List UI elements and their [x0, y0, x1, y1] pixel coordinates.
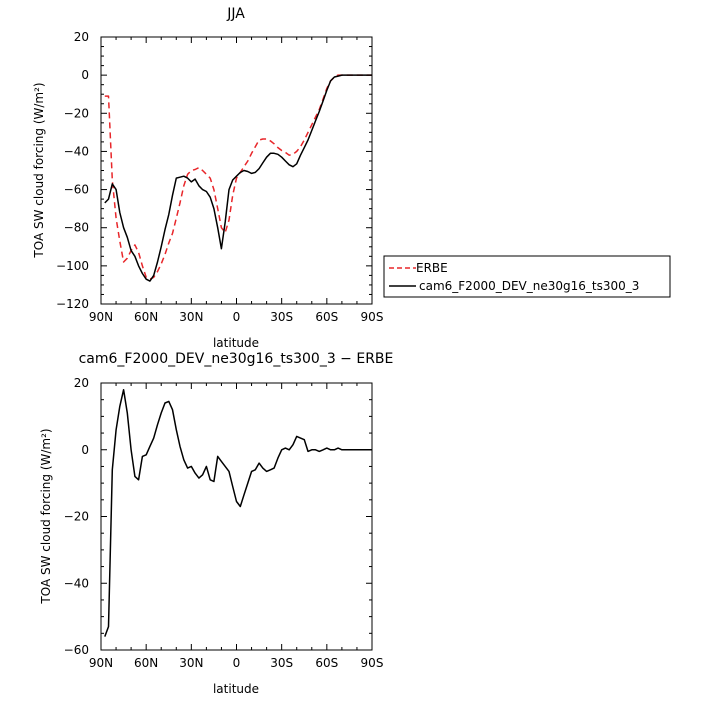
x-tick-label: 90N	[89, 656, 113, 670]
chart-top-xlabel: latitude	[213, 336, 259, 350]
chart-top-ylabel: TOA SW cloud forcing (W/m²)	[32, 82, 46, 258]
x-tick-label: 90S	[361, 310, 384, 324]
chart-top-title: JJA	[226, 6, 245, 22]
y-tick-label: −20	[64, 106, 89, 120]
x-tick-label: 60N	[134, 656, 158, 670]
legend-label-erbe: ERBE	[416, 261, 448, 275]
x-tick-label: 90S	[361, 656, 384, 670]
chart-bottom: cam6_F2000_DEV_ne30g16_ts300_3 − ERBE 90…	[39, 351, 393, 696]
x-tick-label: 30S	[270, 656, 293, 670]
chart-top-xtick-labels: 90N 60N 30N 0 30S 60S 90S	[89, 310, 384, 324]
y-tick-label: −100	[56, 259, 89, 273]
y-tick-label: −120	[56, 297, 89, 311]
y-tick-label: −20	[64, 510, 89, 524]
y-tick-label: −60	[64, 183, 89, 197]
legend-label-model: cam6_F2000_DEV_ne30g16_ts300_3	[419, 279, 639, 293]
chart-bottom-title: cam6_F2000_DEV_ne30g16_ts300_3 − ERBE	[79, 351, 394, 367]
chart-bottom-ylabel: TOA SW cloud forcing (W/m²)	[39, 428, 53, 604]
y-tick-label: 0	[81, 443, 89, 457]
series-line-erbe	[104, 74, 372, 280]
chart-top: JJA 90N 60N 30N 0 30S 60S 90S 20 0 −20 −40 −60 −80 −…	[32, 6, 383, 350]
legend-box	[383, 255, 671, 298]
chart-bottom-xlabel: latitude	[213, 682, 259, 696]
chart-bottom-ticks	[100, 382, 373, 651]
x-tick-label: 60S	[315, 310, 338, 324]
x-tick-label: 0	[233, 310, 241, 324]
x-tick-label: 30N	[179, 656, 203, 670]
y-tick-label: −80	[64, 221, 89, 235]
x-tick-label: 90N	[89, 310, 113, 324]
chart-bottom-series	[104, 388, 372, 637]
chart-bottom-ytick-labels: 20 0 −20 −40 −60	[64, 376, 89, 657]
y-tick-label: 20	[74, 376, 89, 390]
y-tick-label: −40	[64, 144, 89, 158]
y-tick-label: −60	[64, 643, 89, 657]
x-tick-label: 0	[233, 656, 241, 670]
y-tick-label: 20	[74, 30, 89, 44]
x-tick-label: 30N	[179, 310, 203, 324]
x-tick-label: 60S	[315, 656, 338, 670]
x-tick-label: 30S	[270, 310, 293, 324]
chart-bottom-frame	[100, 382, 373, 651]
chart-top-frame	[100, 36, 373, 305]
y-tick-label: −40	[64, 576, 89, 590]
x-tick-label: 60N	[134, 310, 158, 324]
chart-bottom-xtick-labels: 90N 60N 30N 0 30S 60S 90S	[89, 656, 384, 670]
y-tick-label: 0	[81, 68, 89, 82]
chart-top-series	[104, 74, 372, 282]
series-line-cam6-f2000-dev-ne30g16-ts300-3	[104, 74, 372, 282]
chart-top-ytick-labels: 20 0 −20 −40 −60 −80 −100 −120	[56, 30, 89, 311]
legend: ERBE cam6_F2000_DEV_ne30g16_ts300_3	[383, 255, 671, 298]
series-line-difference	[104, 388, 372, 637]
